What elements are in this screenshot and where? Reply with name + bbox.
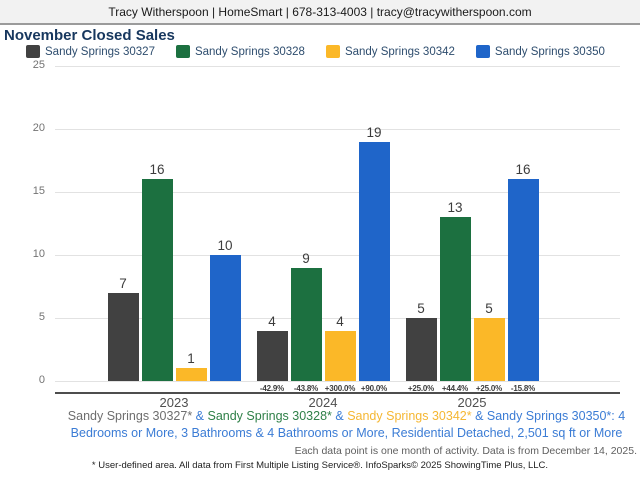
y-axis-tick: 20 xyxy=(32,122,45,134)
bar-2025-sandy-springs-30327[interactable] xyxy=(405,318,437,381)
y-axis-tick: 10 xyxy=(32,248,45,260)
y-axis-tick: 5 xyxy=(38,311,45,323)
legend-swatch-icon xyxy=(475,45,490,58)
criteria-segment: & xyxy=(471,409,487,423)
bar-value-label: 10 xyxy=(217,238,233,253)
bar-pct-change-label: +90.0% xyxy=(360,384,388,393)
legend-item-sandy-springs-30328[interactable]: Sandy Springs 30328 xyxy=(175,45,305,58)
criteria-segment: & xyxy=(331,409,348,423)
y-axis-tick: 15 xyxy=(32,185,45,197)
criteria-note: Sandy Springs 30327* & Sandy Springs 303… xyxy=(55,408,638,441)
bar-value-label: 1 xyxy=(187,351,195,366)
criteria-segment: & xyxy=(192,409,208,423)
bar-2023-sandy-springs-30327[interactable] xyxy=(107,293,139,381)
bar-2024-sandy-springs-30342[interactable] xyxy=(324,331,356,381)
bar-value-label: 9 xyxy=(302,251,310,266)
legend-label: Sandy Springs 30350 xyxy=(494,45,605,58)
bar-pct-change-label: +300.0% xyxy=(324,384,356,393)
legend-swatch-icon xyxy=(175,45,190,58)
gridline xyxy=(55,255,620,256)
y-axis-tick: 0 xyxy=(38,374,45,386)
bar-value-label: 4 xyxy=(268,314,276,329)
contact-bar: Tracy Witherspoon | HomeSmart | 678-313-… xyxy=(0,0,640,25)
criteria-segment: Sandy Springs 30342* xyxy=(347,409,472,423)
legend-label: Sandy Springs 30342 xyxy=(344,45,455,58)
x-axis-label-2023: 2023 xyxy=(159,395,189,410)
criteria-segment: Sandy Springs 30328* xyxy=(207,409,332,423)
y-axis-tick: 25 xyxy=(32,59,45,71)
bar-value-label: 16 xyxy=(149,162,165,177)
bar-pct-change-label: -43.8% xyxy=(293,384,319,393)
bar-2023-sandy-springs-30342[interactable] xyxy=(175,368,207,381)
disclaimer-note: * User-defined area. All data from First… xyxy=(91,460,549,471)
bar-chart: 0 5 10 15 20 25 7 16 1 10 2023 4 -42.9% 9 -43.8% 4 +300.… xyxy=(0,59,640,410)
contact-text: Tracy Witherspoon | HomeSmart | 678-313-… xyxy=(108,4,532,19)
bar-value-label: 13 xyxy=(447,200,463,215)
criteria-segment: : 4 Bedrooms or More, 3 Bathrooms & 4 Ba… xyxy=(70,409,626,440)
bar-value-label: 19 xyxy=(366,125,382,140)
bar-value-label: 16 xyxy=(515,162,531,177)
bar-pct-change-label: +44.4% xyxy=(441,384,469,393)
bar-pct-change-label: +25.0% xyxy=(475,384,503,393)
gridline xyxy=(55,129,620,130)
gridline xyxy=(55,192,620,193)
x-axis-label-2025: 2025 xyxy=(457,395,487,410)
bar-pct-change-label: +25.0% xyxy=(407,384,435,393)
x-axis-line xyxy=(55,392,620,394)
page-title: November Closed Sales xyxy=(4,27,175,44)
criteria-segment: Sandy Springs 30350* xyxy=(486,409,612,423)
bar-value-label: 4 xyxy=(336,314,344,329)
activity-note: Each data point is one month of activity… xyxy=(294,445,637,457)
bar-2025-sandy-springs-30350[interactable] xyxy=(507,179,539,381)
bar-value-label: 5 xyxy=(485,301,493,316)
chart-legend: Sandy Springs 30327 Sandy Springs 30328 Sa… xyxy=(26,45,605,58)
legend-item-sandy-springs-30350[interactable]: Sandy Springs 30350 xyxy=(475,45,605,58)
bar-2025-sandy-springs-30342[interactable] xyxy=(473,318,505,381)
bar-2024-sandy-springs-30350[interactable] xyxy=(358,142,390,381)
bar-pct-change-label: -15.8% xyxy=(510,384,536,393)
x-axis-label-2024: 2024 xyxy=(308,395,338,410)
bar-2023-sandy-springs-30328[interactable] xyxy=(141,179,173,381)
bar-2024-sandy-springs-30328[interactable] xyxy=(290,268,322,381)
legend-item-sandy-springs-30342[interactable]: Sandy Springs 30342 xyxy=(325,45,455,58)
legend-swatch-icon xyxy=(325,45,340,58)
gridline xyxy=(55,66,620,67)
gridline xyxy=(55,318,620,319)
bar-value-label: 5 xyxy=(417,301,425,316)
criteria-segment: Sandy Springs 30327* xyxy=(67,409,193,423)
legend-swatch-icon xyxy=(26,45,40,58)
legend-label: Sandy Springs 30327 xyxy=(45,45,155,58)
bar-pct-change-label: -42.9% xyxy=(259,384,285,393)
bar-2024-sandy-springs-30327[interactable] xyxy=(256,331,288,381)
legend-item-sandy-springs-30327[interactable]: Sandy Springs 30327 xyxy=(26,45,155,58)
bar-value-label: 7 xyxy=(119,276,127,291)
gridline xyxy=(55,381,620,382)
bar-2023-sandy-springs-30350[interactable] xyxy=(209,255,241,381)
legend-label: Sandy Springs 30328 xyxy=(194,45,305,58)
bar-2025-sandy-springs-30328[interactable] xyxy=(439,217,471,381)
